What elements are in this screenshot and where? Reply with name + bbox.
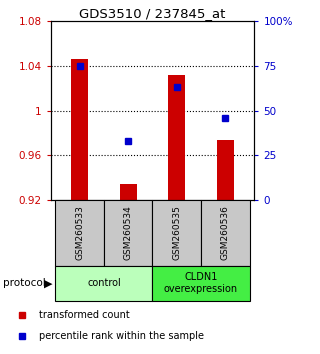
Bar bbox=[153, 266, 250, 301]
Text: GSM260534: GSM260534 bbox=[124, 205, 133, 260]
Text: ▶: ▶ bbox=[44, 278, 53, 288]
Text: protocol: protocol bbox=[3, 278, 46, 288]
Text: GSM260536: GSM260536 bbox=[221, 205, 230, 260]
Bar bbox=[153, 200, 201, 266]
Text: CLDN1
overexpression: CLDN1 overexpression bbox=[164, 272, 238, 294]
Bar bbox=[55, 266, 153, 301]
Text: control: control bbox=[87, 278, 121, 288]
Title: GDS3510 / 237845_at: GDS3510 / 237845_at bbox=[79, 7, 226, 20]
Bar bbox=[104, 200, 153, 266]
Text: GSM260535: GSM260535 bbox=[172, 205, 181, 260]
Text: GSM260533: GSM260533 bbox=[75, 205, 84, 260]
Bar bbox=[217, 140, 234, 200]
Text: percentile rank within the sample: percentile rank within the sample bbox=[39, 331, 204, 341]
Bar bbox=[120, 184, 137, 200]
Bar bbox=[201, 200, 250, 266]
Bar bbox=[55, 200, 104, 266]
Text: transformed count: transformed count bbox=[39, 310, 130, 320]
Bar bbox=[71, 59, 88, 200]
Bar bbox=[168, 75, 185, 200]
